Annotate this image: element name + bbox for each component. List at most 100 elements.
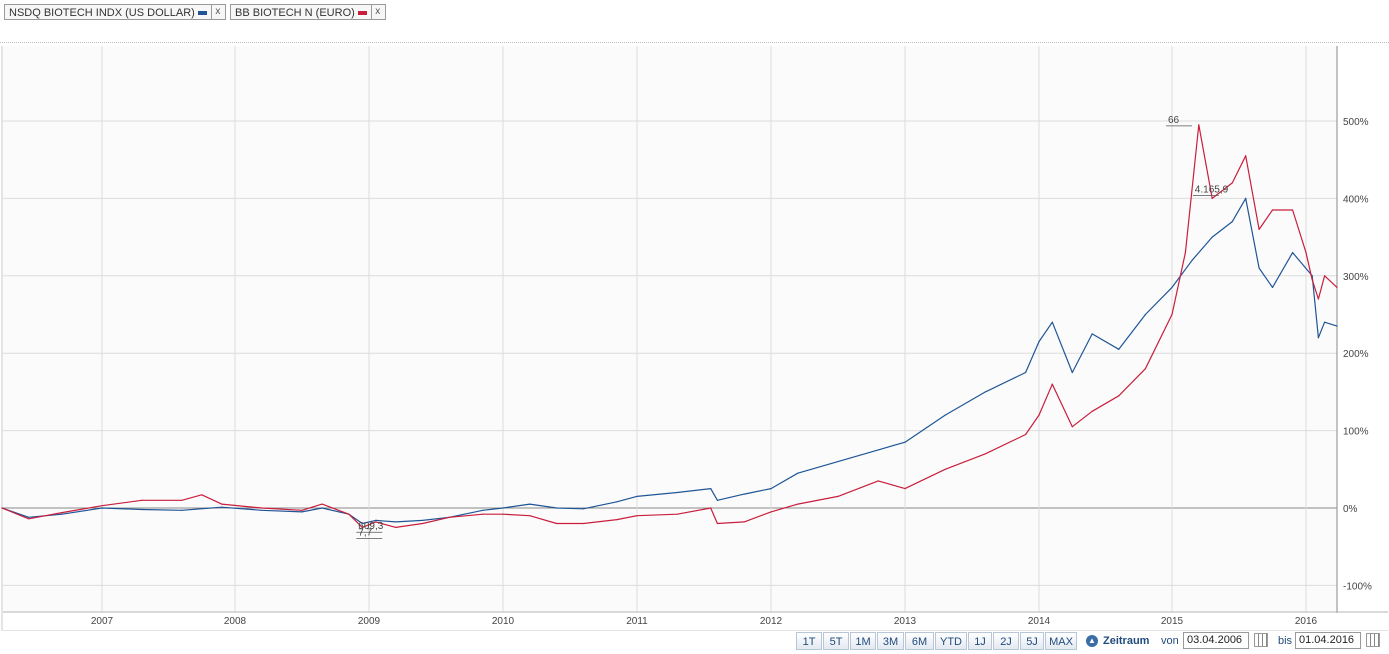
data-point (676, 513, 678, 515)
data-point (361, 522, 363, 525)
data-point (1211, 197, 1213, 199)
series-line-bbbiotech (1, 124, 1338, 528)
data-point (482, 509, 484, 511)
y-tick-label: 400% (1343, 194, 1369, 205)
from-date-input[interactable]: 03.04.2006 (1183, 632, 1249, 649)
range-toolbar: 1T 5T 1M 3M 6M YTD 1J 2J 5J MAX ▲ Zeitraum von 03… (0, 631, 1389, 654)
zeitraum-label[interactable]: Zeitraum (1103, 635, 1150, 647)
data-point (28, 518, 30, 520)
range-button-1m[interactable]: 1M (850, 632, 876, 650)
data-point (1336, 325, 1338, 327)
data-point (1305, 251, 1307, 254)
range-button-max[interactable]: MAX (1045, 632, 1077, 650)
data-point (422, 522, 424, 525)
calendar-icon[interactable] (1366, 633, 1380, 647)
close-icon[interactable]: x (210, 5, 224, 19)
data-point (181, 509, 183, 511)
data-point (1245, 197, 1247, 199)
chart-area[interactable]: 2007 2008 2009 2010 2011 2012 2013 2014 2015 2016… (0, 0, 1389, 631)
plot-background (3, 46, 1337, 612)
data-point (770, 511, 772, 513)
data-point (904, 441, 906, 443)
y-tick-label: 500% (1343, 117, 1369, 128)
data-point (1198, 124, 1200, 126)
data-point (797, 503, 799, 505)
legend-label-bbbiotech: BB BIOTECH N (EURO) (235, 7, 355, 19)
range-button-5j[interactable]: 5J (1020, 632, 1044, 650)
data-point (1317, 298, 1319, 300)
annotation-label: 7,7 (358, 527, 372, 538)
data-point (1191, 259, 1193, 261)
calendar-icon[interactable] (1254, 633, 1268, 647)
range-button-ytd[interactable]: YTD (935, 632, 967, 650)
von-label: von (1161, 635, 1179, 647)
data-point (877, 480, 879, 482)
annotation-label: 66 (1168, 115, 1180, 126)
y-tick-label: 300% (1343, 272, 1369, 283)
data-point (1038, 340, 1040, 343)
data-point (716, 522, 719, 525)
data-point (1071, 371, 1073, 374)
data-point (1051, 321, 1053, 323)
data-point (395, 526, 397, 528)
to-date-input[interactable]: 01.04.2016 (1295, 632, 1361, 649)
data-point (1271, 286, 1274, 289)
data-point (1184, 251, 1186, 254)
data-point (770, 488, 772, 490)
data-point (710, 507, 712, 509)
chevron-up-icon[interactable]: ▲ (1086, 635, 1098, 647)
data-point (422, 519, 424, 521)
legend-item-bbbiotech[interactable]: BB BIOTECH N (EURO) x (230, 4, 386, 20)
data-point (375, 519, 377, 521)
x-tick-label: 2013 (894, 616, 917, 627)
data-point (1144, 313, 1146, 316)
y-axis: 500% 400% 300% 200% 100% 0% -100% (1343, 117, 1372, 592)
data-point (1, 507, 3, 509)
chart-annotations: 66 4.165,9 609,37,7 (356, 115, 1229, 539)
data-point (101, 505, 103, 507)
data-point (101, 507, 103, 509)
legend-item-nsdq[interactable]: NSDQ BIOTECH INDX (US DOLLAR) x (4, 4, 226, 20)
bis-label: bis (1278, 635, 1293, 647)
legend-bar: NSDQ BIOTECH INDX (US DOLLAR) x BB BIOTEC… (0, 0, 1389, 26)
x-tick-label: 2007 (91, 616, 114, 627)
data-point (395, 521, 397, 523)
data-point (301, 511, 303, 513)
data-point (221, 506, 223, 508)
data-point (1091, 410, 1093, 412)
range-button-2j[interactable]: 2J (993, 632, 1019, 650)
data-point (1144, 368, 1146, 370)
data-point (361, 526, 363, 528)
data-point (944, 468, 946, 470)
range-button-3m[interactable]: 3M (877, 632, 904, 650)
annotation-label: 609,3 (358, 521, 383, 532)
data-point (261, 509, 263, 511)
data-point (1324, 275, 1326, 277)
close-icon[interactable]: x (370, 5, 384, 19)
data-point (201, 494, 203, 496)
data-point (61, 512, 63, 514)
range-button-1t[interactable]: 1T (796, 632, 822, 650)
data-point (1231, 221, 1233, 223)
x-tick-label: 2008 (224, 616, 247, 627)
x-tick-label: 2016 (1295, 616, 1318, 627)
data-point (1336, 286, 1338, 289)
data-point (710, 488, 712, 490)
data-point (1258, 267, 1260, 269)
x-tick-label: 2009 (358, 616, 381, 627)
data-point (502, 513, 504, 515)
range-button-1j[interactable]: 1J (968, 632, 992, 650)
data-point (502, 507, 504, 509)
data-point (556, 522, 558, 525)
range-button-5t[interactable]: 5T (823, 632, 849, 650)
x-tick-label: 2014 (1028, 616, 1051, 627)
data-point (321, 507, 323, 509)
data-point (1025, 433, 1027, 436)
separator (0, 42, 1389, 43)
data-point (1091, 333, 1093, 335)
data-point (582, 508, 585, 510)
data-point (1231, 182, 1233, 184)
data-point (141, 508, 143, 511)
range-button-6m[interactable]: 6M (905, 632, 934, 650)
data-point (904, 488, 906, 490)
